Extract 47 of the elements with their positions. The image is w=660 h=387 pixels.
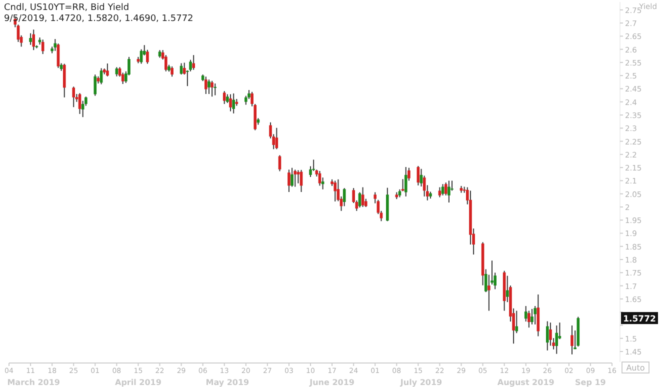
candlestick bbox=[488, 274, 490, 312]
candlestick bbox=[555, 324, 558, 354]
candlestick bbox=[214, 82, 217, 96]
candlestick bbox=[78, 92, 82, 114]
candlestick bbox=[448, 180, 450, 203]
candlestick bbox=[534, 306, 536, 325]
candlestick bbox=[192, 54, 195, 70]
candlestick bbox=[278, 154, 282, 172]
candlestick bbox=[204, 76, 208, 94]
candlestick bbox=[290, 167, 294, 188]
candlestick bbox=[570, 324, 574, 355]
text: 1.5772 bbox=[623, 314, 656, 325]
candlestick bbox=[549, 322, 552, 346]
candlestick bbox=[106, 62, 109, 77]
candlestick bbox=[189, 59, 192, 72]
candlestick bbox=[210, 80, 214, 98]
candlestick bbox=[72, 86, 76, 108]
text: 9/5/2019, 1.4720, 1.5820, 1.4690, 1.5772 bbox=[4, 14, 194, 24]
candlestick bbox=[530, 308, 534, 325]
candlestick bbox=[115, 66, 118, 77]
candlestick bbox=[288, 169, 290, 192]
candlestick bbox=[506, 275, 509, 303]
candlestick bbox=[94, 74, 97, 96]
candlestick bbox=[404, 166, 408, 197]
candlestick bbox=[229, 94, 232, 112]
candlestick bbox=[170, 66, 174, 78]
candlestick bbox=[528, 310, 530, 328]
candlestick bbox=[450, 180, 454, 192]
candlestick bbox=[32, 29, 36, 51]
candlestick bbox=[56, 43, 60, 68]
candlestick bbox=[342, 188, 346, 207]
candlestick bbox=[334, 180, 337, 202]
candlestick bbox=[232, 92, 235, 114]
candlestick bbox=[146, 49, 149, 64]
candlestick bbox=[208, 79, 210, 94]
candlestick bbox=[222, 90, 226, 104]
candlestick bbox=[438, 186, 442, 198]
candlestick bbox=[296, 170, 300, 184]
candlestick bbox=[546, 320, 549, 351]
auto-button: Auto bbox=[622, 362, 650, 374]
candlestick bbox=[441, 184, 444, 196]
candlestick bbox=[536, 294, 540, 337]
candlestick bbox=[62, 63, 66, 98]
candlestick bbox=[29, 32, 32, 46]
chart-title: Cndl, US10YT=RR, Bid Yield bbox=[4, 3, 130, 13]
candlestick bbox=[294, 169, 297, 188]
candlestick bbox=[361, 186, 364, 208]
